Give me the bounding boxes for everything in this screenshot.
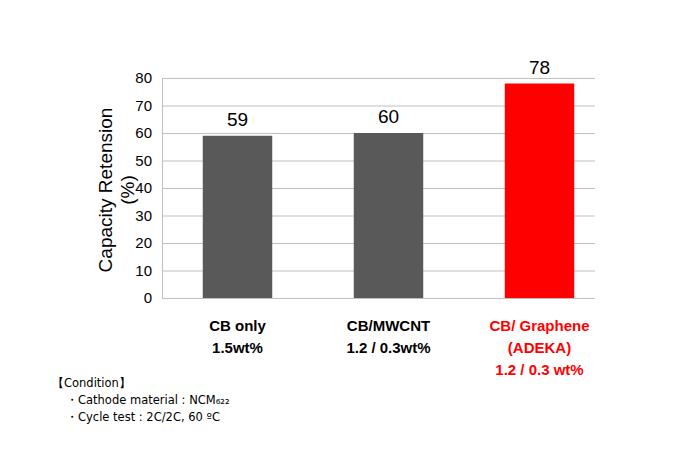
x-tick-label-line: CB/MWCNT <box>347 317 430 334</box>
y-tick-label: 70 <box>135 97 152 114</box>
bar <box>203 136 272 298</box>
y-tick-label: 80 <box>135 69 152 86</box>
x-axis: CB only 1.5wt% CB/MWCNT 1.2 / 0.3wt% CB/ Gra… <box>209 317 589 378</box>
y-tick-label: 50 <box>135 152 152 169</box>
y-axis-title-line: Capacity Retension <box>95 108 116 273</box>
y-tick: 80 <box>135 69 162 86</box>
x-tick-label-line: CB only <box>209 317 266 334</box>
y-axis: 0 10 20 30 40 50 60 70 80 <box>135 69 162 306</box>
y-tick: 30 <box>135 207 162 224</box>
y-tick: 70 <box>135 97 162 114</box>
y-tick: 10 <box>135 262 162 279</box>
x-tick-label: CB only 1.5wt% <box>209 317 266 356</box>
data-labels: 59 60 78 <box>227 57 550 130</box>
y-tick-label: 30 <box>135 207 152 224</box>
x-tick-label-line: 1.5wt% <box>212 339 263 356</box>
annotations: 【Condition】・Cathode material : NCM₆₂₂ ・Cy… <box>52 376 230 424</box>
x-tick-label: CB/ Graphene (ADEKA) 1.2 / 0.3 wt% <box>489 317 589 378</box>
bar <box>505 84 574 299</box>
y-axis-line <box>162 79 163 299</box>
grid-line <box>162 298 595 299</box>
x-tick-label-line: (ADEKA) <box>508 339 571 356</box>
annotation: 【Condition】 <box>52 376 131 390</box>
x-tick-label-line: 1.2 / 0.3wt% <box>346 339 430 356</box>
data-label: 59 <box>227 109 248 130</box>
data-label: 78 <box>529 57 550 78</box>
x-tick-label-line: CB/ Graphene <box>489 317 589 334</box>
y-tick: 0 <box>144 289 162 306</box>
y-tick: 20 <box>135 234 162 251</box>
annotation: ・Cycle test : 2C/2C, 60 ºC <box>66 410 220 424</box>
y-axis-title: Capacity Retension(%) <box>95 108 138 273</box>
x-tick-label: CB/MWCNT 1.2 / 0.3wt% <box>346 317 430 356</box>
grid-line <box>162 78 595 79</box>
bars <box>203 84 574 299</box>
y-tick: 60 <box>135 124 162 141</box>
chart: 0 10 20 30 40 50 60 70 80 Capacity Retension(%) 59… <box>0 0 680 464</box>
grid <box>162 79 595 299</box>
y-axis-title-line: (%) <box>117 175 138 205</box>
y-tick-label: 10 <box>135 262 152 279</box>
y-tick-label: 20 <box>135 234 152 251</box>
bar <box>354 133 423 298</box>
annotation: ・Cathode material : NCM₆₂₂ <box>66 393 230 407</box>
y-tick: 40 <box>135 179 162 196</box>
x-tick-label-line: 1.2 / 0.3 wt% <box>495 361 583 378</box>
y-tick: 50 <box>135 152 162 169</box>
y-tick-label: 0 <box>144 289 152 306</box>
data-label: 60 <box>378 106 399 127</box>
y-tick-label: 60 <box>135 124 152 141</box>
